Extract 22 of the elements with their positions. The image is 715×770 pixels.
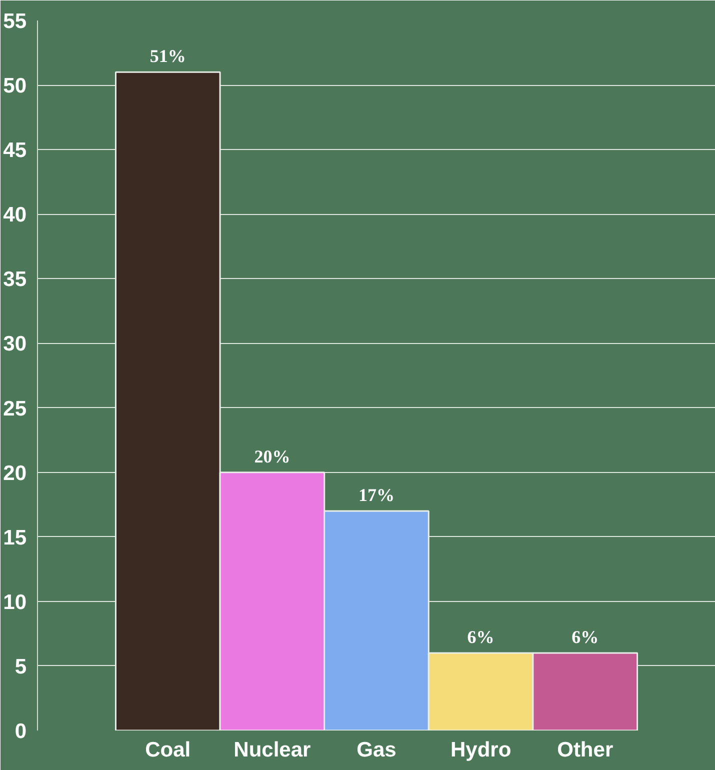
- y-tick-label: 35: [3, 268, 27, 292]
- data-label: 20%: [254, 446, 290, 466]
- y-tick-label: 40: [3, 204, 26, 227]
- data-label: 6%: [467, 627, 494, 648]
- y-tick-label: 10: [3, 590, 26, 614]
- y-tick-label: 5: [14, 655, 27, 678]
- y-tick-label: 55: [3, 10, 27, 33]
- y-tick-label: 30: [3, 332, 26, 356]
- x-tick-label: Nuclear: [234, 738, 311, 762]
- y-tick-label: 50: [3, 74, 26, 98]
- y-tick-label: 20: [3, 462, 26, 485]
- x-tick-label: Hydro: [450, 738, 512, 762]
- x-tick-label: Gas: [356, 738, 396, 762]
- data-label: 17%: [358, 485, 394, 506]
- y-tick-label: 0: [14, 720, 27, 743]
- data-label: 6%: [572, 627, 599, 648]
- y-tick-label: 15: [3, 526, 27, 550]
- x-tick-label: Other: [557, 738, 614, 762]
- y-tick-label: 25: [3, 397, 27, 420]
- data-label: 51%: [150, 46, 186, 66]
- x-tick-label: Coal: [145, 738, 191, 762]
- y-tick-label: 45: [3, 139, 27, 162]
